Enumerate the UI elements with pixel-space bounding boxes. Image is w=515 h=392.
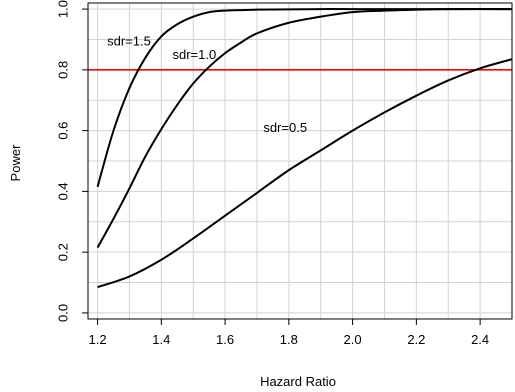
series-line-sdr-0-5: [97, 58, 513, 289]
x-tick-label: 2.4: [471, 332, 489, 347]
series-annotation: sdr=0.5: [263, 120, 307, 135]
series-annotation: sdr=1.5: [107, 34, 151, 49]
x-tick-label: 2.2: [407, 332, 425, 347]
x-axis-label: Hazard Ratio: [260, 374, 336, 389]
y-tick-label: 0.8: [56, 61, 71, 79]
series-group: [96, 8, 513, 289]
annotations: sdr=1.5 sdr=1.0 sdr=0.5: [107, 34, 307, 136]
x-tick-label: 1.6: [216, 332, 234, 347]
y-tick-label: 0.0: [56, 304, 71, 322]
plot-border: [87, 2, 513, 320]
series-annotation: sdr=1.0: [172, 47, 216, 62]
y-tick-label: 0.2: [56, 243, 71, 261]
x-tick-label: 1.4: [152, 332, 170, 347]
x-tick-label: 1.2: [89, 332, 107, 347]
grid: [88, 3, 512, 319]
y-tick-label: 1.0: [56, 0, 71, 18]
x-axis: 1.2 1.4 1.6 1.8 2.0 2.2 2.4: [89, 319, 489, 347]
y-tick-label: 0.4: [56, 182, 71, 200]
x-tick-label: 2.0: [344, 332, 362, 347]
series-line-sdr-1-5: [96, 8, 512, 188]
y-axis: 0.0 0.2 0.4 0.6 0.8 1.0: [56, 0, 88, 322]
series-line-sdr-1-0: [96, 8, 513, 249]
y-axis-label: Power: [8, 144, 23, 182]
x-tick-label: 1.8: [280, 332, 298, 347]
y-tick-label: 0.6: [56, 122, 71, 140]
